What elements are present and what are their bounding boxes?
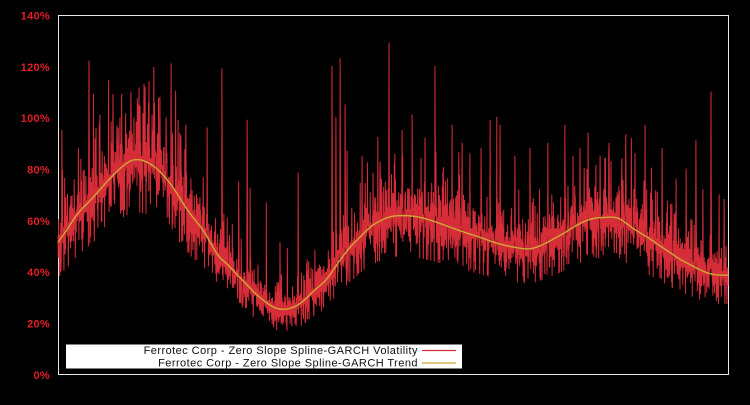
svg-text:Ferrotec Corp - Zero Slope Spl: Ferrotec Corp - Zero Slope Spline-GARCH … [158, 358, 418, 370]
svg-text:120%: 120% [21, 62, 50, 74]
svg-text:0%: 0% [34, 370, 51, 382]
svg-text:40%: 40% [27, 267, 50, 279]
svg-text:100%: 100% [21, 113, 50, 125]
svg-text:Ferrotec Corp - Zero Slope Spl: Ferrotec Corp - Zero Slope Spline-GARCH … [144, 345, 418, 357]
svg-text:80%: 80% [27, 165, 50, 177]
svg-text:60%: 60% [27, 216, 50, 228]
svg-text:140%: 140% [21, 10, 50, 22]
svg-text:20%: 20% [27, 319, 50, 331]
